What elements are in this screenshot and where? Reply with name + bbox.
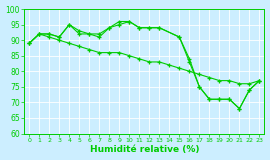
X-axis label: Humidité relative (%): Humidité relative (%) bbox=[90, 145, 199, 154]
